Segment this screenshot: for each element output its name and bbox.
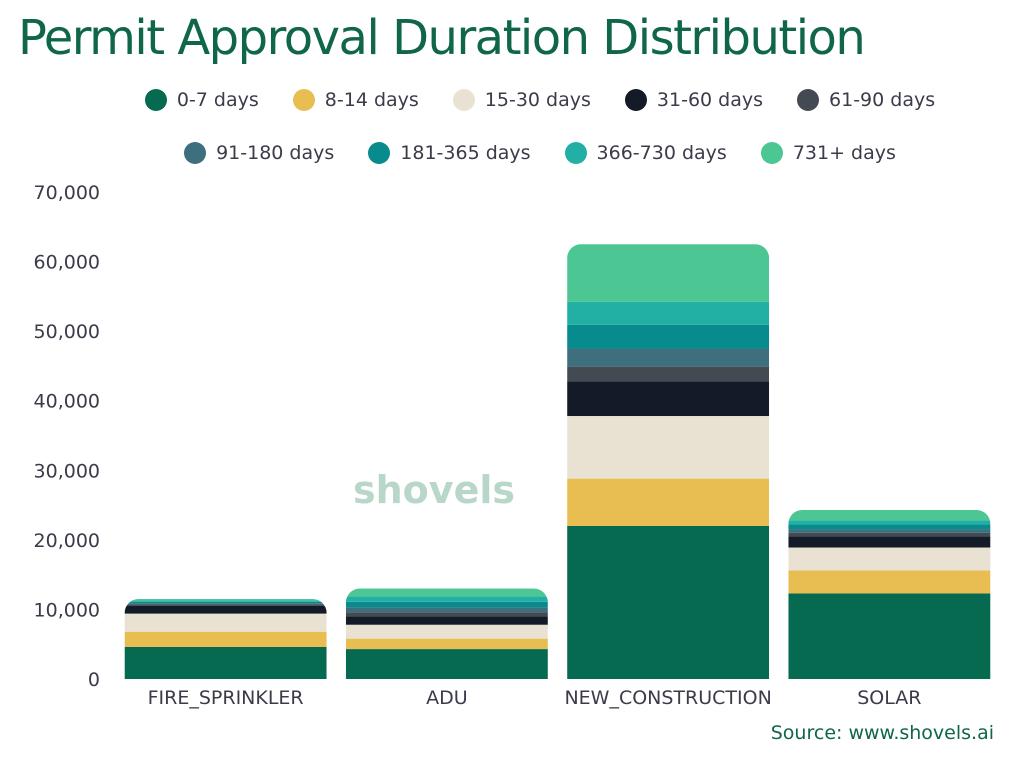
bar-segment: [567, 301, 770, 325]
legend-item: 61-90 days: [797, 82, 935, 118]
bar-segment: [345, 596, 548, 602]
legend-swatch: [624, 89, 647, 111]
legend-item: 15-30 days: [452, 82, 591, 118]
bar-stack: [124, 598, 327, 679]
bar-segment: [567, 244, 770, 302]
chart-title: Permit Approval Duration Distribution: [18, 10, 866, 66]
legend-label: 91-180 days: [216, 142, 335, 164]
bar-stack: [567, 244, 770, 679]
bar-segment: [788, 570, 991, 594]
bar-segment: [567, 324, 770, 349]
y-tick-label: 60,000: [34, 252, 100, 274]
legend-label: 366-730 days: [596, 142, 727, 164]
bar-segment: [788, 524, 991, 530]
bar-segment: [788, 532, 991, 537]
bar-segment: [567, 381, 770, 417]
legend-label: 8-14 days: [324, 89, 419, 111]
bar-segment: [345, 624, 548, 639]
bar-segment: [345, 649, 548, 679]
legend-swatch: [564, 142, 587, 164]
watermark-logo: shovels: [353, 468, 515, 512]
x-tick-label: SOLAR: [857, 687, 921, 709]
bar-segment: [788, 547, 991, 571]
legend-label: 15-30 days: [484, 89, 591, 111]
legend-item: 91-180 days: [184, 135, 334, 171]
legend-swatch: [452, 89, 475, 111]
bar-segment: [124, 604, 327, 606]
y-tick-label: 30,000: [34, 460, 100, 482]
y-tick-label: 50,000: [34, 321, 100, 343]
y-tick-label: 40,000: [34, 391, 100, 413]
x-tick-label: ADU: [426, 687, 468, 709]
bar-segment: [788, 593, 991, 679]
bar-segment: [124, 598, 327, 601]
bar-segment: [567, 525, 770, 679]
bar-segment: [124, 613, 327, 632]
bar-segment: [788, 529, 991, 533]
bar-segment: [567, 366, 770, 382]
legend-item: 8-14 days: [292, 82, 419, 118]
legend-label: 31-60 days: [656, 89, 764, 111]
legend-swatch: [292, 89, 315, 111]
legend-item: 731+ days: [760, 135, 896, 171]
legend-item: 366-730 days: [564, 135, 727, 171]
bar-segment: [345, 601, 548, 608]
bar-segment: [788, 509, 991, 521]
x-tick-label: NEW_CONSTRUCTION: [564, 687, 771, 709]
legend-item: 181-365 days: [368, 135, 531, 171]
legend-label: 0-7 days: [176, 89, 259, 111]
bar-segment: [345, 616, 548, 625]
legend-item: 31-60 days: [624, 82, 764, 118]
bar-segment: [567, 416, 770, 479]
y-tick-label: 0: [88, 669, 100, 691]
legend-item: 0-7 days: [144, 82, 259, 118]
chart-legend: 0-7 days 8-14 days 15-30 days 31-60 days 61-…: [100, 82, 980, 171]
legend-label: 731+ days: [792, 142, 896, 164]
bar-stack: [345, 588, 548, 679]
y-tick-label: 20,000: [34, 530, 100, 552]
bar-segment: [567, 478, 770, 526]
bar-segment: [788, 520, 991, 525]
bar-segment: [345, 638, 548, 650]
bar-segment: [124, 631, 327, 647]
bar-segment: [345, 612, 548, 617]
bar-segment: [124, 600, 327, 602]
legend-swatch: [184, 142, 207, 164]
bar-stack: [788, 509, 991, 679]
bar-segment: [124, 605, 327, 614]
bar-segment: [345, 607, 548, 613]
bar-segment: [788, 536, 991, 548]
legend-swatch: [797, 89, 820, 111]
source-note: Source: www.shovels.ai: [770, 722, 994, 744]
legend-label: 181-365 days: [400, 142, 531, 164]
y-tick-label: 10,000: [34, 599, 100, 621]
legend-label: 61-90 days: [829, 89, 936, 111]
bar-segment: [345, 588, 548, 597]
bar-segment: [567, 348, 770, 367]
legend-swatch: [760, 142, 783, 164]
bar-segment: [124, 603, 327, 605]
legend-swatch: [144, 89, 167, 111]
bar-segment: [124, 646, 327, 679]
y-tick-label: 70,000: [34, 182, 100, 204]
x-tick-label: FIRE_SPRINKLER: [148, 687, 304, 709]
bar-segment: [124, 601, 327, 604]
legend-swatch: [368, 142, 391, 164]
